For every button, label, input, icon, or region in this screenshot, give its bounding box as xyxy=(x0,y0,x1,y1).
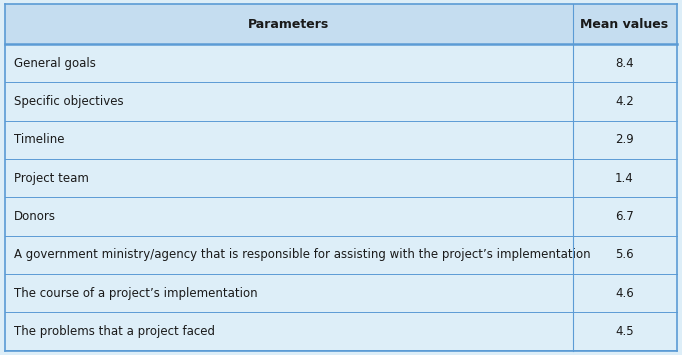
Text: A government ministry/agency that is responsible for assisting with the project’: A government ministry/agency that is res… xyxy=(14,248,590,261)
Text: The course of a project’s implementation: The course of a project’s implementation xyxy=(14,287,257,300)
Text: 5.6: 5.6 xyxy=(615,248,634,261)
Text: Mean values: Mean values xyxy=(580,18,668,31)
Text: 6.7: 6.7 xyxy=(615,210,634,223)
Text: The problems that a project faced: The problems that a project faced xyxy=(14,325,215,338)
Text: Timeline: Timeline xyxy=(14,133,64,146)
Text: Project team: Project team xyxy=(14,172,89,185)
Text: Specific objectives: Specific objectives xyxy=(14,95,123,108)
Text: 8.4: 8.4 xyxy=(615,57,634,70)
Text: 1.4: 1.4 xyxy=(615,172,634,185)
Text: 4.6: 4.6 xyxy=(615,287,634,300)
Text: 4.2: 4.2 xyxy=(615,95,634,108)
Text: General goals: General goals xyxy=(14,57,95,70)
Text: Parameters: Parameters xyxy=(248,18,329,31)
Text: 2.9: 2.9 xyxy=(615,133,634,146)
Text: 4.5: 4.5 xyxy=(615,325,634,338)
Text: Donors: Donors xyxy=(14,210,56,223)
